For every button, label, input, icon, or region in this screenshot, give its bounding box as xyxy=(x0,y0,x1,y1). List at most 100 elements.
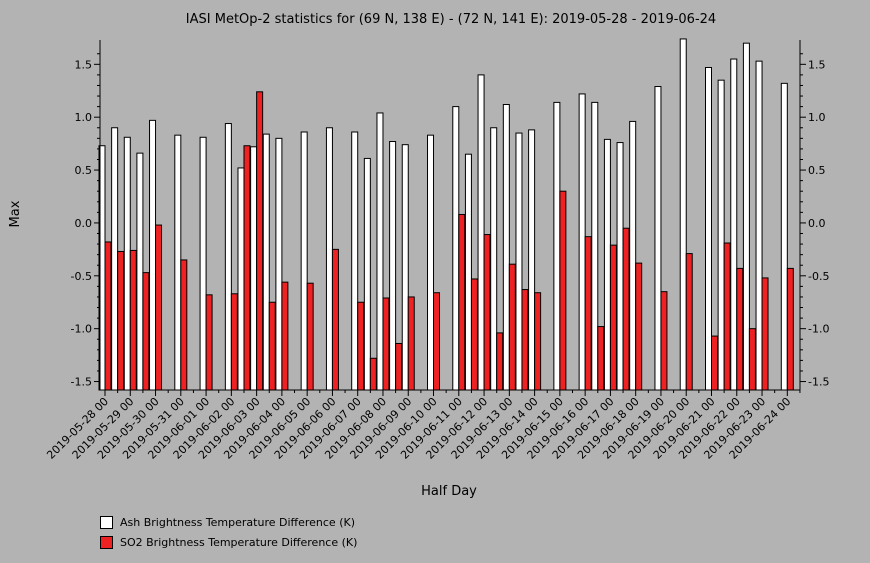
y-tick-label: -1.0 xyxy=(71,323,92,336)
so2-bar xyxy=(117,250,125,391)
so2-bar xyxy=(508,263,516,391)
so2-bar xyxy=(268,301,276,391)
so2-bar xyxy=(483,234,491,391)
ash-bar xyxy=(654,86,662,391)
y-tick-label: 0.0 xyxy=(75,217,93,230)
y-axis-label: Max xyxy=(8,200,23,227)
ash-bar xyxy=(452,106,460,391)
so2-bar xyxy=(470,278,478,391)
ash-bar xyxy=(325,127,333,391)
so2-bar xyxy=(243,145,251,391)
so2-bar xyxy=(306,282,314,391)
ash-bar xyxy=(427,134,435,391)
y-tick-label: -0.5 xyxy=(71,270,92,283)
so2-bar xyxy=(281,281,289,391)
ash-bar xyxy=(250,146,258,391)
so2-bar xyxy=(458,213,466,391)
legend: Ash Brightness Temperature Difference (K… xyxy=(100,512,357,552)
y-tick-label-right: -1.0 xyxy=(808,323,829,336)
ash-bar xyxy=(679,38,687,391)
legend-swatch-ash xyxy=(100,515,113,529)
legend-label-ash: Ash Brightness Temperature Difference (K… xyxy=(120,515,355,529)
legend-item-ash: Ash Brightness Temperature Difference (K… xyxy=(100,512,357,532)
ash-bar xyxy=(136,152,144,391)
so2-bar xyxy=(205,294,213,391)
so2-bar xyxy=(496,332,504,391)
so2-bar xyxy=(407,296,415,391)
ash-bar xyxy=(704,66,712,391)
so2-bar xyxy=(609,244,617,391)
ash-bar xyxy=(603,138,611,391)
y-tick-label-right: 1.5 xyxy=(808,58,826,71)
ash-bar xyxy=(389,141,397,391)
so2-bar xyxy=(433,292,441,391)
so2-bar xyxy=(559,190,567,391)
ash-bar xyxy=(464,153,472,391)
ash-bar xyxy=(490,127,498,391)
plot-area: -1.5 -1.5 -1.0 -1.0 -0.5 -0.5 0.0 0.0 0.5 0.5 1.0 1… xyxy=(44,38,829,462)
so2-bar xyxy=(369,357,377,391)
so2-bar xyxy=(256,91,264,391)
ash-bar xyxy=(300,131,308,391)
so2-bar xyxy=(180,259,188,391)
ash-bar xyxy=(351,131,359,391)
ash-bar xyxy=(742,42,750,391)
ash-bar xyxy=(111,127,119,391)
y-tick-label: 1.0 xyxy=(75,111,93,124)
so2-bar xyxy=(155,224,163,391)
ash-bar xyxy=(730,58,738,391)
ash-bar xyxy=(174,134,182,391)
so2-bar xyxy=(584,236,592,391)
ash-bar xyxy=(149,119,157,391)
so2-bar xyxy=(357,301,365,391)
y-tick-label: -1.5 xyxy=(71,376,92,389)
ash-bar xyxy=(376,112,384,391)
ash-bar xyxy=(477,74,485,391)
so2-bar xyxy=(622,227,630,391)
ash-bar xyxy=(123,136,131,391)
ash-bar xyxy=(262,133,270,391)
so2-bar xyxy=(786,267,794,391)
so2-bar xyxy=(736,267,744,391)
ash-bar xyxy=(363,157,371,391)
so2-bar xyxy=(761,277,769,391)
so2-bar xyxy=(104,241,112,391)
y-tick-label-right: 0.0 xyxy=(808,217,826,230)
ash-bar xyxy=(502,104,510,391)
legend-swatch-so2 xyxy=(100,535,113,549)
ash-bar xyxy=(591,101,599,391)
so2-bar xyxy=(660,291,668,391)
ash-bar xyxy=(224,123,232,391)
so2-bar xyxy=(748,328,756,391)
ash-bar xyxy=(199,136,207,391)
ash-bar xyxy=(528,129,536,391)
ash-bar xyxy=(553,101,561,391)
so2-bar xyxy=(382,297,390,391)
so2-bar xyxy=(521,289,529,391)
so2-bar xyxy=(710,335,718,391)
ash-bar xyxy=(275,137,283,391)
ash-bar xyxy=(515,132,523,391)
y-tick-label: 1.5 xyxy=(75,58,93,71)
so2-bar xyxy=(597,326,605,391)
ash-bar xyxy=(237,167,245,391)
so2-bar xyxy=(395,342,403,391)
legend-item-so2: SO2 Brightness Temperature Difference (K… xyxy=(100,532,357,552)
y-tick-label-right: -1.5 xyxy=(808,376,829,389)
legend-label-so2: SO2 Brightness Temperature Difference (K… xyxy=(120,535,358,549)
ash-bar xyxy=(401,144,409,391)
so2-bar xyxy=(129,249,137,391)
y-tick-label-right: 0.5 xyxy=(808,164,826,177)
ash-bar xyxy=(717,79,725,391)
chart-title: IASI MetOp-2 statistics for (69 N, 138 E… xyxy=(186,12,716,27)
x-axis-label: Half Day xyxy=(421,484,477,499)
so2-bar xyxy=(685,253,693,391)
so2-bar xyxy=(635,262,643,391)
so2-bar xyxy=(331,248,339,391)
y-tick-label: 0.5 xyxy=(75,164,93,177)
ash-bar xyxy=(780,82,788,391)
y-tick-label-right: -0.5 xyxy=(808,270,829,283)
ash-bar xyxy=(629,120,637,391)
ash-bar xyxy=(755,60,763,391)
